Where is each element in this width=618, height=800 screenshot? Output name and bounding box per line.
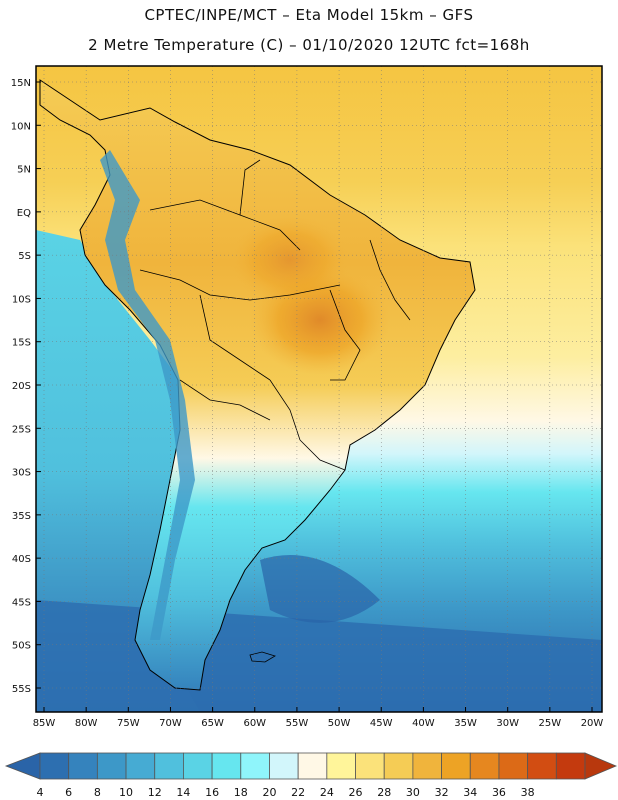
latitude-labels: 15N 10N 5N EQ 5S 10S 15S 20S 25S 30S 35S 40S 45S 50S 5… bbox=[11, 78, 41, 695]
title-line-2: 2 Metre Temperature (C) – 01/10/2020 12U… bbox=[88, 36, 530, 54]
colorbar-swatch bbox=[68, 752, 98, 780]
colorbar-swatch bbox=[154, 752, 184, 780]
lat-label-5n: 5N bbox=[17, 165, 31, 176]
colorbar-label: 32 bbox=[435, 786, 449, 799]
colorbar-swatch bbox=[412, 752, 442, 780]
lon-label-35w: 35W bbox=[454, 718, 477, 729]
colorbar-swatch bbox=[355, 752, 385, 780]
colorbar-label: 20 bbox=[262, 786, 276, 799]
colorbar-label: 22 bbox=[291, 786, 305, 799]
title-line-1: CPTEC/INPE/MCT – Eta Model 15km – GFS bbox=[144, 6, 474, 24]
colorbar-swatch bbox=[441, 752, 471, 780]
lat-label-15s: 15S bbox=[12, 338, 31, 349]
colorbar-swatch bbox=[555, 752, 586, 780]
lat-label-15n: 15N bbox=[11, 78, 31, 89]
colorbar-label: 16 bbox=[205, 786, 219, 799]
colorbar-swatch bbox=[183, 752, 213, 780]
lon-label-60w: 60W bbox=[243, 718, 266, 729]
longitude-labels: 85W 80W 75W 70W 65W 60W 55W 50W 45W 40W 35W 30W 25W 2… bbox=[33, 707, 604, 729]
lat-label-35s: 35S bbox=[12, 511, 31, 522]
lon-label-70w: 70W bbox=[159, 718, 182, 729]
colorbar-label: 36 bbox=[492, 786, 506, 799]
colorbar-swatch bbox=[527, 752, 557, 780]
lon-label-25w: 25W bbox=[539, 718, 562, 729]
lon-label-75w: 75W bbox=[117, 718, 140, 729]
colorbar-label: 28 bbox=[377, 786, 391, 799]
colorbar-swatch bbox=[297, 752, 328, 780]
colorbar-label: 18 bbox=[234, 786, 248, 799]
colorbar-label: 10 bbox=[119, 786, 133, 799]
lat-label-10n: 10N bbox=[11, 121, 31, 132]
colorbar-label: 38 bbox=[521, 786, 535, 799]
colorbar-swatch bbox=[96, 752, 127, 780]
colorbar-swatch bbox=[240, 752, 270, 780]
colorbar-label: 14 bbox=[176, 786, 190, 799]
colorbar-label: 26 bbox=[349, 786, 363, 799]
lat-label-30s: 30S bbox=[12, 468, 31, 479]
colorbar-label: 30 bbox=[406, 786, 420, 799]
lon-label-50w: 50W bbox=[328, 718, 351, 729]
colorbar-swatch bbox=[469, 752, 500, 780]
lon-label-85w: 85W bbox=[33, 718, 56, 729]
map-field bbox=[36, 66, 602, 712]
lat-label-eq: EQ bbox=[17, 208, 31, 219]
colorbar-swatch bbox=[326, 752, 356, 780]
colorbar-swatch bbox=[211, 752, 242, 780]
colorbar-swatch bbox=[39, 752, 70, 780]
colorbar-label: 34 bbox=[463, 786, 477, 799]
colorbar-label: 6 bbox=[65, 786, 72, 799]
colorbar-swatch bbox=[383, 752, 414, 780]
colorbar: 4 6 8 10 12 14 16 18 20 22 24 26 28 30 32 34 36 38 bbox=[4, 752, 618, 799]
colorbar-left-arrow bbox=[4, 752, 41, 780]
lon-label-40w: 40W bbox=[412, 718, 435, 729]
colorbar-label: 8 bbox=[94, 786, 101, 799]
lat-label-50s: 50S bbox=[12, 641, 31, 652]
map-frame bbox=[35, 65, 603, 713]
colorbar-right-arrow bbox=[584, 752, 618, 780]
colorbar-swatch bbox=[269, 752, 299, 780]
lat-label-40s: 40S bbox=[12, 554, 31, 565]
lon-label-20w: 20W bbox=[581, 718, 604, 729]
lon-label-30w: 30W bbox=[496, 718, 519, 729]
colorbar-label: 24 bbox=[320, 786, 334, 799]
continent-shape bbox=[39, 79, 476, 691]
lat-label-55s: 55S bbox=[12, 684, 31, 695]
colorbar-swatch bbox=[125, 752, 156, 780]
colorbar-label: 4 bbox=[37, 786, 44, 799]
colorbar-label: 12 bbox=[148, 786, 162, 799]
lon-label-80w: 80W bbox=[75, 718, 98, 729]
lon-label-45w: 45W bbox=[370, 718, 393, 729]
lon-label-65w: 65W bbox=[201, 718, 224, 729]
lon-label-55w: 55W bbox=[286, 718, 309, 729]
lat-label-45s: 45S bbox=[12, 597, 31, 608]
lat-label-25s: 25S bbox=[12, 424, 31, 435]
colorbar-swatch bbox=[498, 752, 529, 780]
lat-label-5s: 5S bbox=[18, 251, 31, 262]
lat-label-20s: 20S bbox=[12, 381, 31, 392]
lat-label-10s: 10S bbox=[12, 294, 31, 305]
